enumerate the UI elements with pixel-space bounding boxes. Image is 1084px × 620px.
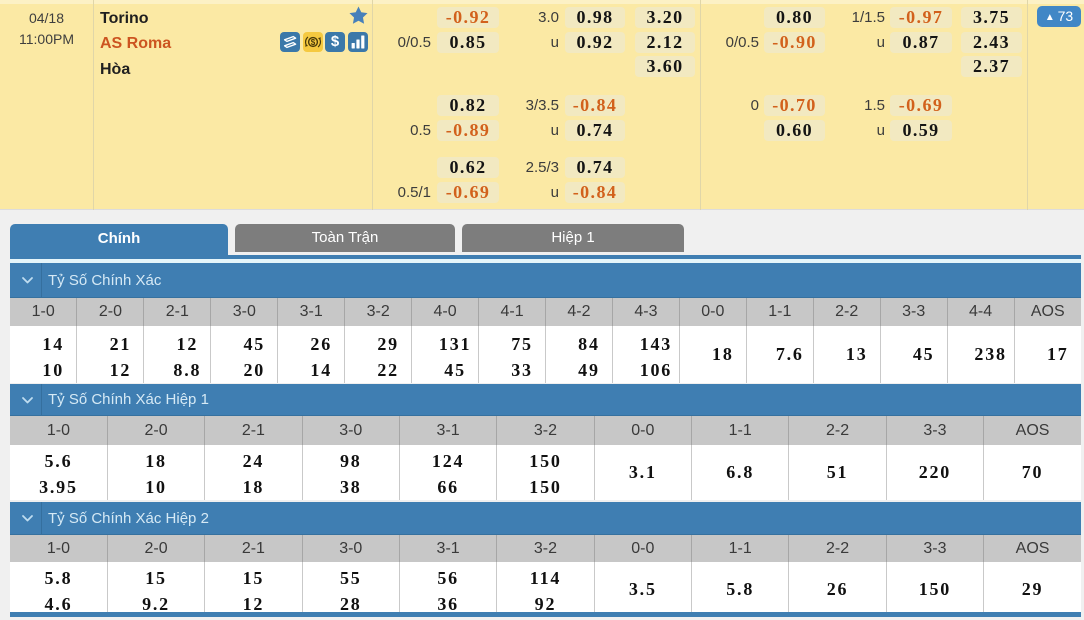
svg-text:$: $: [310, 38, 315, 47]
